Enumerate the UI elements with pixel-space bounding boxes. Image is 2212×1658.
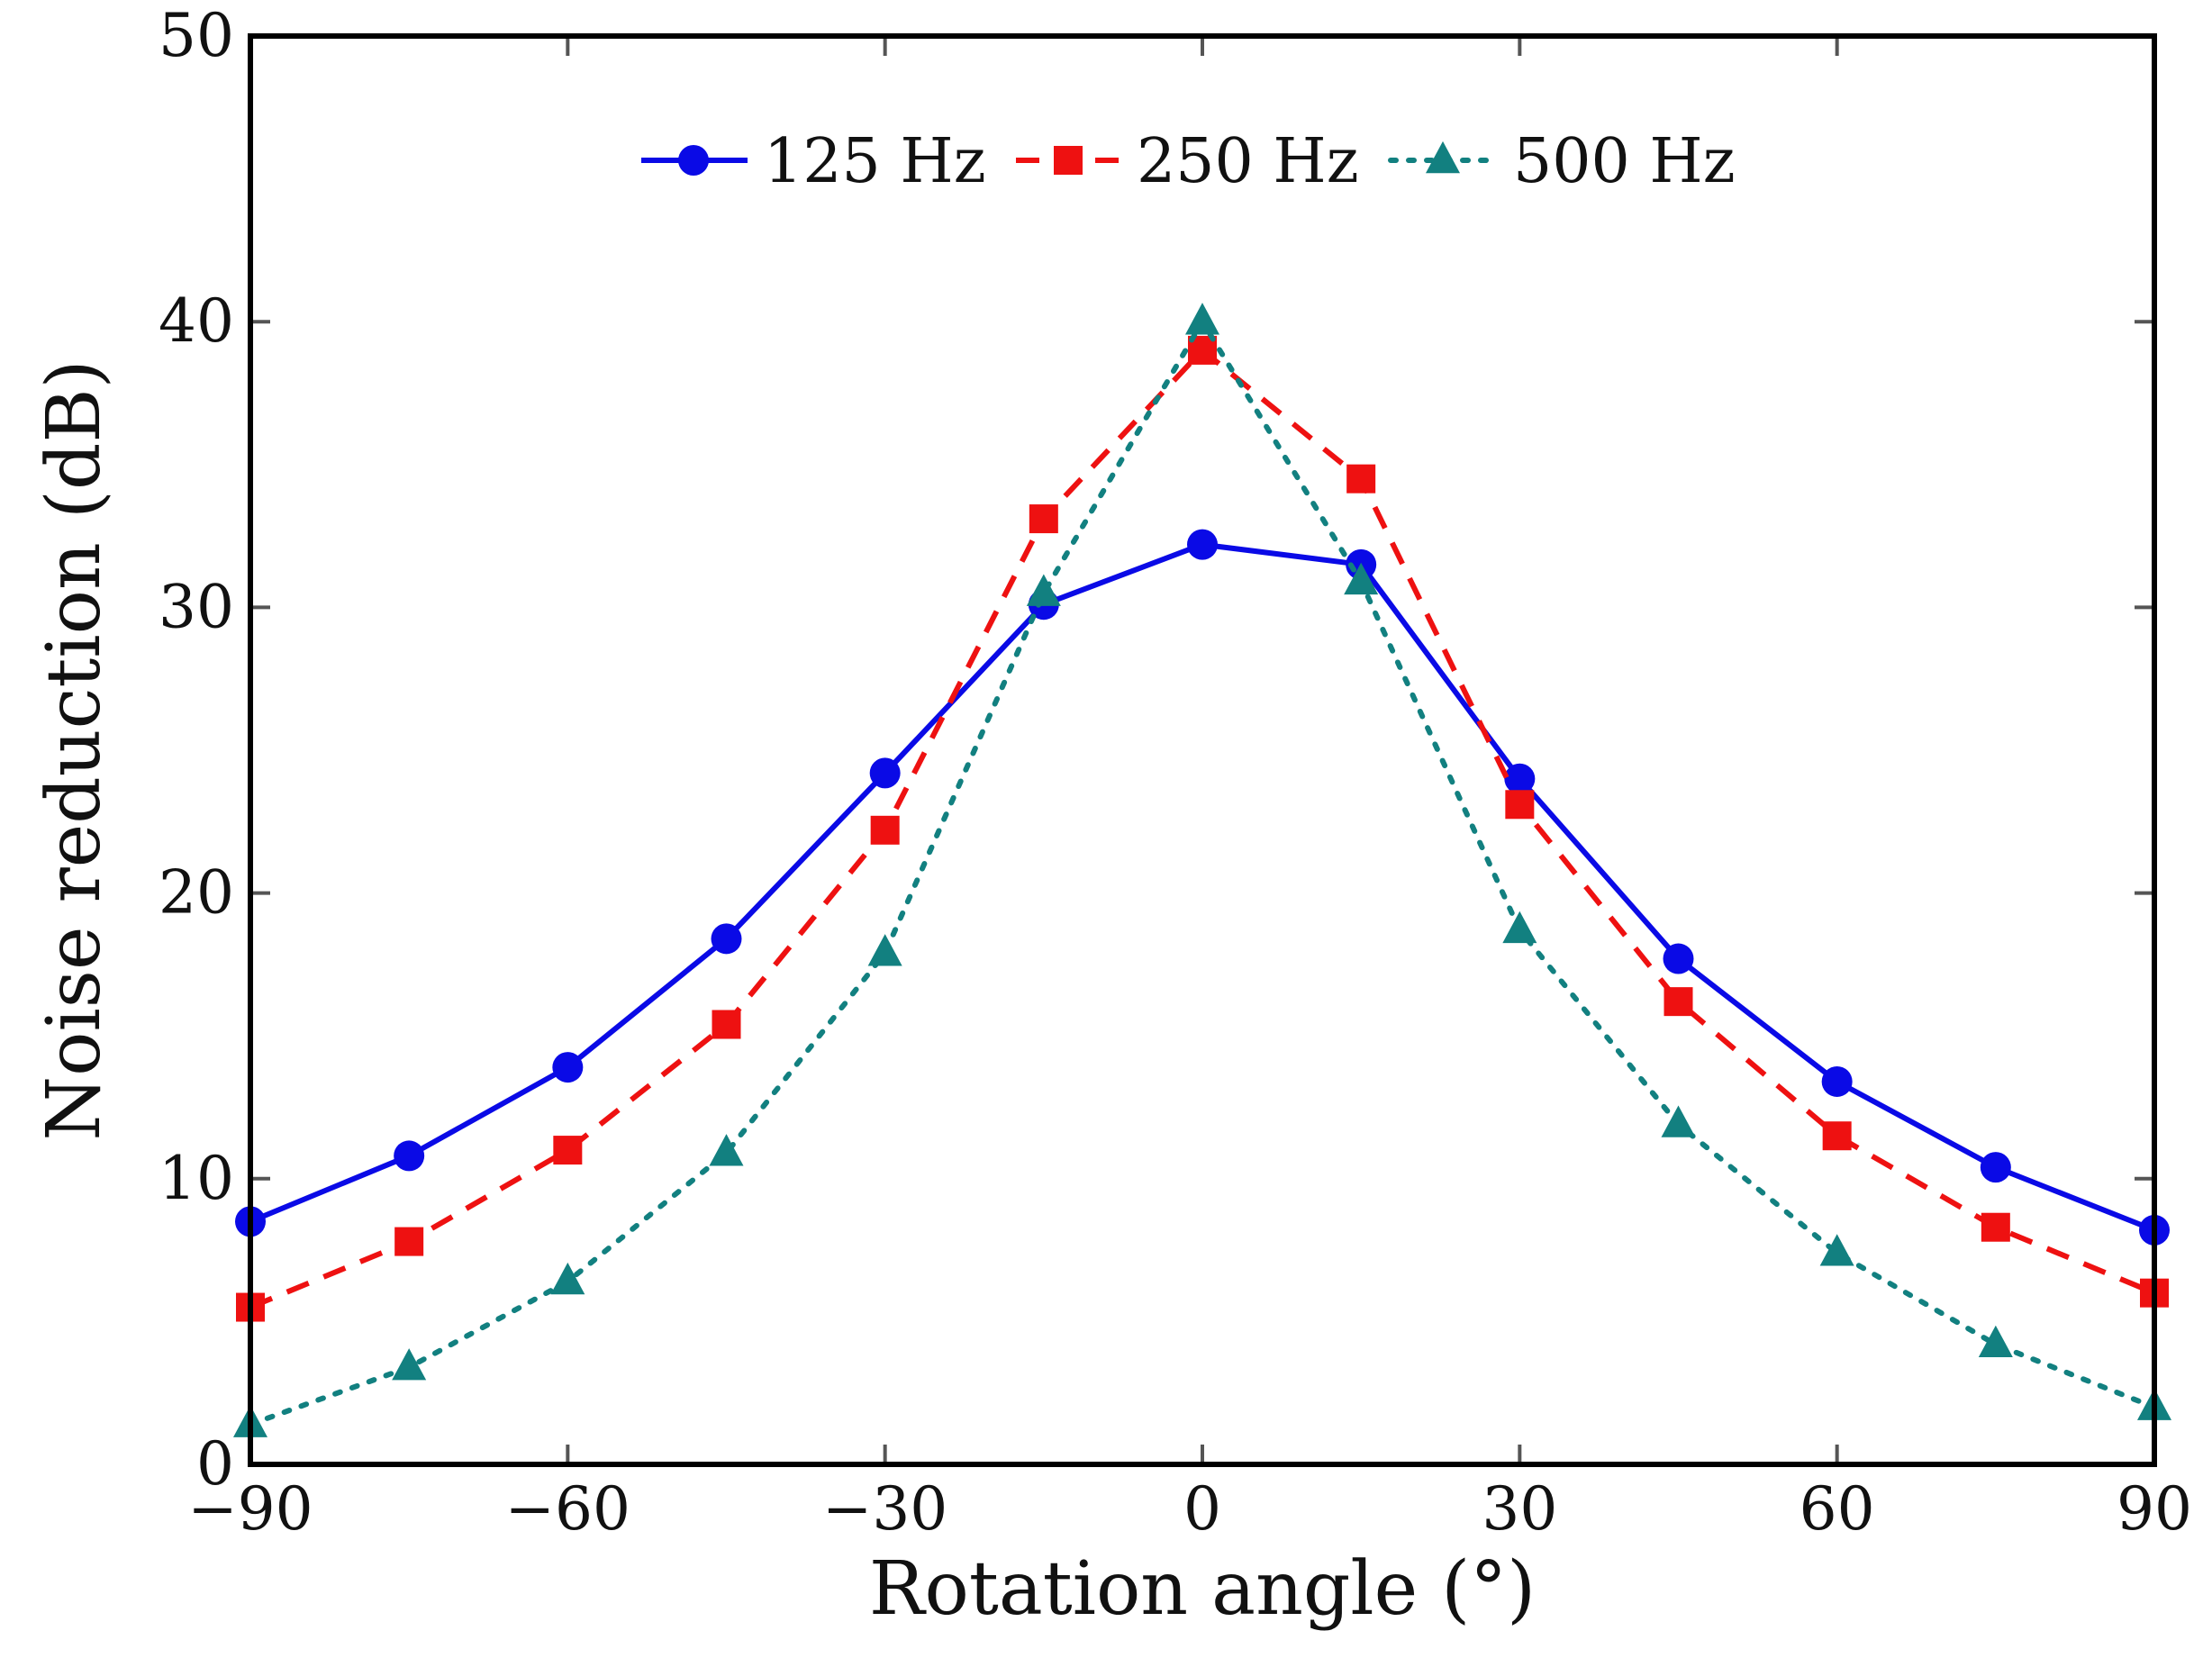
data-point (711, 923, 742, 955)
data-series (233, 303, 2171, 1437)
data-point (1978, 1325, 2013, 1358)
data-point (712, 1010, 741, 1039)
legend-label: 250 Hz (1137, 126, 1359, 197)
data-point (1346, 464, 1376, 494)
data-point (870, 815, 900, 845)
data-point (1185, 303, 1219, 335)
data-point (1505, 790, 1535, 820)
data-point (1980, 1152, 2011, 1183)
legend-entry: 250 Hz (1016, 126, 1359, 197)
data-point (394, 1140, 425, 1172)
data-point (552, 1052, 584, 1083)
legend-entry: 500 Hz (1388, 126, 1736, 197)
y-tick-label: 40 (159, 286, 234, 356)
legend-label: 125 Hz (764, 126, 986, 197)
legend-entry: 125 Hz (641, 126, 986, 197)
data-point (553, 1136, 583, 1165)
data-point (1981, 1212, 2010, 1242)
data-point (869, 757, 901, 789)
data-point (1664, 987, 1693, 1017)
data-point (1663, 943, 1694, 974)
x-tick-label: 30 (1482, 1474, 1557, 1544)
data-point (1502, 911, 1537, 944)
data-point (709, 1134, 744, 1166)
data-point (1819, 1234, 1854, 1266)
legend-label: 500 Hz (1513, 126, 1736, 197)
x-axis-title: Rotation angle (°) (869, 1546, 1536, 1632)
data-point (867, 934, 902, 966)
x-tick-label: −60 (505, 1474, 630, 1544)
data-point (1661, 1105, 1696, 1137)
data-point (550, 1262, 585, 1295)
data-point (1026, 574, 1061, 606)
x-tick-label: −90 (187, 1474, 313, 1544)
legend-marker (678, 145, 709, 176)
data-point (1344, 562, 1379, 595)
y-tick-label: 10 (159, 1144, 234, 1213)
tick-labels: −90 −60 −30 0 30 60 90 0 10 20 30 40 50 (159, 1, 2192, 1544)
y-tick-label: 50 (159, 1, 234, 70)
y-axis-title: Noise reduction (dB) (32, 359, 117, 1140)
y-tick-label: 30 (159, 572, 234, 641)
x-tick-label: 90 (2117, 1474, 2192, 1544)
data-point (1029, 504, 1058, 534)
plot-area-frame (248, 33, 2157, 1467)
data-point (392, 1348, 427, 1381)
y-tick-label: 20 (159, 858, 234, 928)
legend-marker (1426, 140, 1460, 174)
data-point (394, 1227, 424, 1256)
legend: 125 Hz 250 Hz 500 Hz (641, 126, 1736, 197)
data-point (1822, 1121, 1852, 1151)
x-tick-label: 0 (1183, 1474, 1221, 1544)
legend-marker (1054, 146, 1083, 175)
x-tick-label: 60 (1800, 1474, 1875, 1544)
data-point (1821, 1065, 1853, 1097)
x-tick-label: −30 (822, 1474, 947, 1544)
y-tick-label: 0 (196, 1429, 234, 1499)
data-point (1504, 763, 1536, 794)
data-point (1187, 529, 1218, 560)
